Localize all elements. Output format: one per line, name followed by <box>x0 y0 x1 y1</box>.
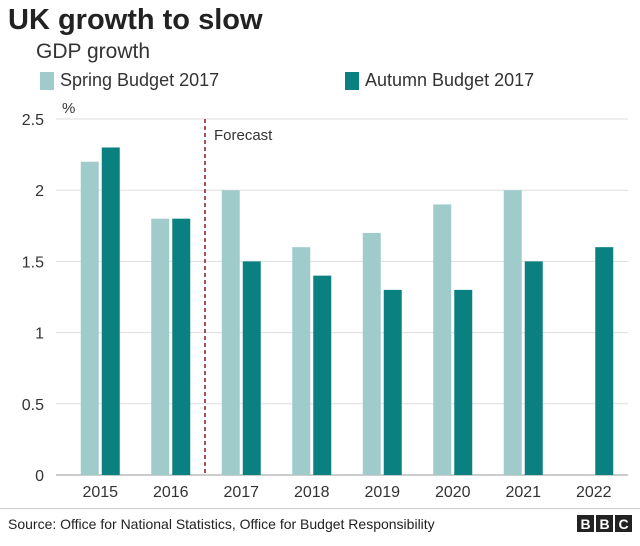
bbc-logo-letter: B <box>577 515 594 532</box>
y-tick-label: 0 <box>35 468 44 485</box>
x-tick-label: 2017 <box>223 484 259 501</box>
bar-spring-budget <box>503 190 522 475</box>
bar-autumn-budget <box>454 289 473 475</box>
x-tick-label: 2021 <box>505 484 541 501</box>
y-tick-label: 2.5 <box>22 112 44 129</box>
x-tick-label: 2016 <box>153 484 189 501</box>
source-note: Source: Office for National Statistics, … <box>8 516 435 532</box>
y-tick-label: 0.5 <box>22 397 44 414</box>
bar-autumn-budget <box>595 247 614 475</box>
bbc-logo: B B C <box>577 515 632 532</box>
x-tick-label: 2018 <box>294 484 330 501</box>
bbc-logo-letter: B <box>596 515 613 532</box>
footer-divider <box>0 508 640 509</box>
bar-autumn-budget <box>383 289 402 475</box>
x-tick-label: 2020 <box>435 484 471 501</box>
bar-autumn-budget <box>524 261 543 475</box>
bbc-logo-letter: C <box>615 515 632 532</box>
bar-autumn-budget <box>313 275 332 475</box>
bar-spring-budget <box>221 190 240 475</box>
legend-label-spring: Spring Budget 2017 <box>60 70 220 90</box>
forecast-label: Forecast <box>214 127 273 144</box>
bar-autumn-budget <box>101 147 120 476</box>
legend-item-autumn: Autumn Budget 2017 <box>345 70 534 91</box>
y-tick-label: 1 <box>35 326 44 343</box>
x-tick-label: 2022 <box>576 484 612 501</box>
bar-autumn-budget <box>242 261 261 475</box>
chart-legend: Spring Budget 2017 Autumn Budget 2017 <box>40 70 600 94</box>
bar-autumn-budget <box>172 218 191 475</box>
legend-swatch-autumn <box>345 71 359 90</box>
chart-subtitle: GDP growth <box>36 40 150 63</box>
x-tick-label: 2019 <box>364 484 400 501</box>
y-axis-label: % <box>62 100 75 117</box>
bar-spring-budget <box>362 232 381 475</box>
bar-chart: 0 0.5 1 1.5 2 2.5% 2015 2016 2017 2018 2019 2020 202… <box>22 100 628 501</box>
chart-title: UK growth to slow <box>8 4 263 36</box>
legend-swatch-spring <box>40 71 54 90</box>
bar-spring-budget <box>151 218 170 475</box>
y-tick-label: 2 <box>35 183 44 200</box>
bar-spring-budget <box>433 204 452 475</box>
x-tick-label: 2015 <box>82 484 118 501</box>
y-tick-label: 1.5 <box>22 254 44 271</box>
legend-item-spring: Spring Budget 2017 <box>40 70 219 91</box>
legend-label-autumn: Autumn Budget 2017 <box>365 70 535 90</box>
bar-spring-budget <box>292 247 311 475</box>
bar-spring-budget <box>80 161 99 475</box>
